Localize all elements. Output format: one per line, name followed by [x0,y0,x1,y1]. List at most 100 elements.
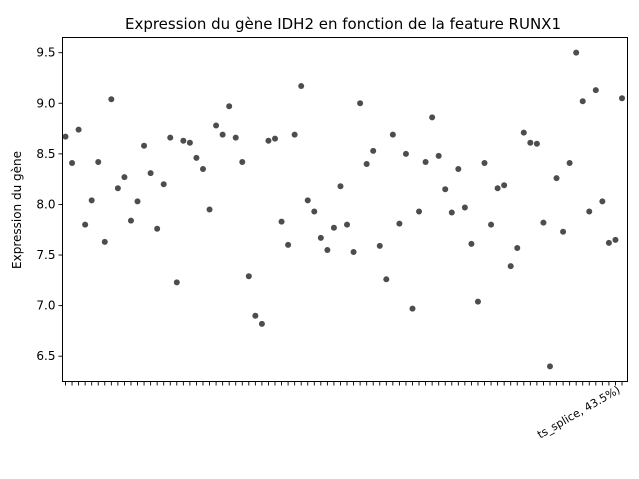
data-point [514,244,521,251]
y-axis: 6.5 7.0 7.5 8.0 8.5 9.0 9.5 [36,46,63,363]
data-point [474,298,481,305]
data-point [605,239,612,246]
data-point [101,238,108,245]
data-point [468,240,475,247]
data-point [167,134,174,141]
chart-title: Expression du gène IDH2 en fonction de l… [125,15,561,33]
data-point [363,160,370,167]
data-point [389,131,396,138]
data-point [206,206,213,213]
data-point [337,183,344,190]
data-point [370,147,377,154]
data-point [219,131,226,138]
data-point [461,204,468,211]
data-point [540,219,547,226]
data-point [95,158,102,165]
data-point [520,129,527,136]
data-point [396,220,403,227]
data-point [239,158,246,165]
data-point [586,208,593,215]
data-point [173,279,180,286]
data-point [481,159,488,166]
data-point [376,242,383,249]
data-point [160,181,167,188]
data-point [324,246,331,253]
data-point [494,185,501,192]
data-point [553,175,560,182]
data-point [317,234,324,241]
data-point [435,152,442,159]
data-point [75,126,82,133]
data-point [278,218,285,225]
data-point [455,166,462,173]
data-point [344,221,351,228]
data-point [127,217,134,224]
data-point [134,198,141,205]
data-point [579,98,586,105]
y-tick-label: 6.5 [36,349,55,363]
data-point [501,182,508,189]
data-point [265,137,272,144]
data-point [147,170,154,177]
data-point [350,248,357,255]
data-point [416,208,423,215]
y-tick-label: 9.5 [36,46,55,60]
data-point [245,273,252,280]
data-point [592,87,599,94]
x-tick-label: ts_splice, 43.5%) [535,383,622,441]
data-point [409,305,416,312]
data-point [560,228,567,235]
data-point [488,221,495,228]
data-point [383,276,390,283]
data-point [357,100,364,107]
data-point [186,139,193,146]
data-point [311,208,318,215]
data-point [62,133,69,140]
data-point [82,221,89,228]
y-tick-label: 7.5 [36,248,55,262]
data-point [232,134,239,141]
data-point [69,159,76,166]
x-axis [65,381,623,386]
y-tick-label: 8.5 [36,147,55,161]
data-point [121,174,128,181]
data-point [422,158,429,165]
data-points [62,49,625,370]
data-point [226,103,233,110]
data-point [573,49,580,56]
data-point [442,186,449,193]
y-tick-label: 8.0 [36,197,55,211]
data-point [533,140,540,147]
data-point [272,135,279,142]
data-point [507,263,514,270]
data-point [108,96,115,103]
data-point [141,142,148,149]
data-point [330,224,337,231]
y-tick-label: 7.0 [36,299,55,313]
data-point [285,241,292,248]
plot-frame [62,37,628,382]
data-point [258,320,265,327]
data-point [619,95,625,102]
data-point [527,139,534,146]
data-point [448,209,455,216]
data-point [252,312,259,319]
y-axis-label: Expression du gène [10,151,24,269]
data-point [213,122,220,129]
data-point [566,159,573,166]
data-point [154,225,161,232]
data-point [429,114,436,121]
data-point [193,154,200,161]
data-point [298,83,305,90]
data-point [180,137,187,144]
data-point [291,131,298,138]
data-point [546,363,553,370]
data-point [304,197,311,204]
y-tick-label: 9.0 [36,96,55,110]
data-point [114,185,121,192]
data-point [88,197,95,204]
data-point [402,150,409,157]
data-point [599,198,606,205]
data-point [612,236,619,243]
